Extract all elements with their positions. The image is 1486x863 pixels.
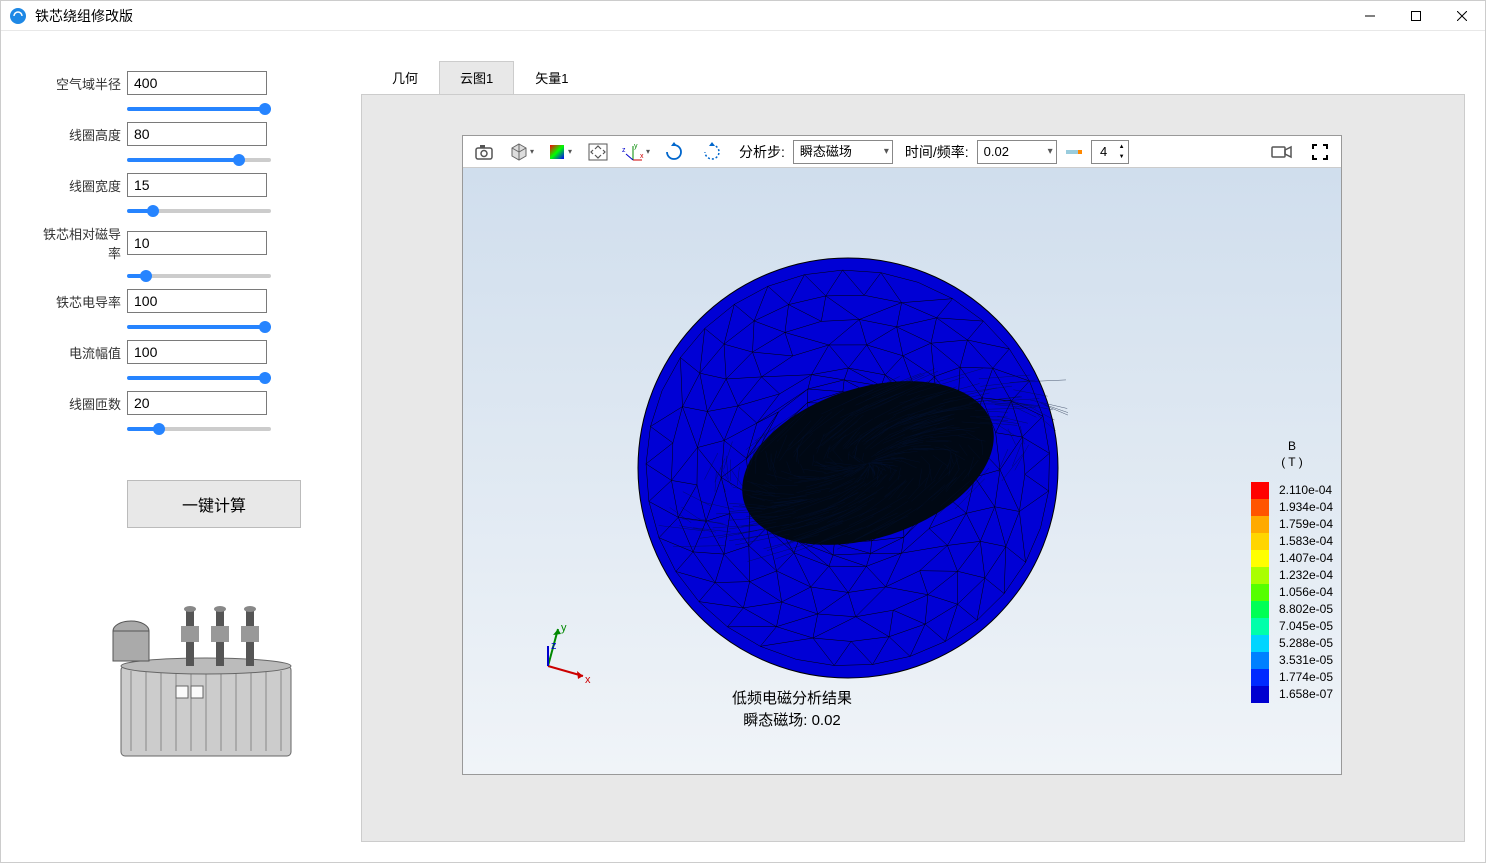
close-button[interactable]: [1439, 1, 1485, 31]
param-input[interactable]: [127, 340, 267, 364]
spinner-up[interactable]: ▲: [1116, 142, 1128, 152]
app-window: 铁芯绕组修改版 空气域半径 线圈高度 线圈宽度: [0, 0, 1486, 863]
tab-矢量1[interactable]: 矢量1: [514, 61, 589, 94]
param-input[interactable]: [127, 122, 267, 146]
param-input[interactable]: [127, 71, 267, 95]
rotate-icon[interactable]: [659, 138, 689, 166]
legend-title: B ( T ): [1251, 438, 1333, 470]
fullscreen-icon[interactable]: [1305, 138, 1335, 166]
legend-value: 1.232e-04: [1279, 567, 1333, 584]
param-slider[interactable]: [127, 201, 271, 221]
viz-frame: ▾ ▾ xyz▾ 分析步: 瞬态磁场 时间/频率: 0.02 ▲▼: [462, 135, 1342, 775]
param-row-6: 线圈匝数: [31, 391, 331, 442]
param-row-1: 线圈高度: [31, 122, 331, 173]
svg-text:z: z: [622, 147, 626, 154]
result-subtitle: 瞬态磁场: 0.02: [463, 710, 1121, 732]
param-label: 空气域半径: [31, 74, 121, 93]
legend-value: 2.110e-04: [1279, 482, 1333, 499]
param-input[interactable]: [127, 173, 267, 197]
legend-value: 3.531e-05: [1279, 652, 1333, 669]
tab-bar: 几何云图1矢量1: [361, 61, 1465, 94]
colormap-icon[interactable]: ▾: [545, 138, 575, 166]
param-row-2: 线圈宽度: [31, 173, 331, 224]
param-slider[interactable]: [127, 150, 271, 170]
viz-toolbar: ▾ ▾ xyz▾ 分析步: 瞬态磁场 时间/频率: 0.02 ▲▼: [463, 136, 1341, 168]
frame-spinner[interactable]: ▲▼: [1091, 140, 1129, 164]
titlebar: 铁芯绕组修改版: [1, 1, 1485, 31]
step-label: 分析步:: [739, 142, 785, 162]
time-select[interactable]: 0.02: [977, 140, 1057, 164]
step-select[interactable]: 瞬态磁场: [793, 140, 893, 164]
axes-orientation: x y z: [523, 621, 593, 694]
spinner-down[interactable]: ▼: [1116, 152, 1128, 162]
param-input[interactable]: [127, 289, 267, 313]
param-row-5: 电流幅值: [31, 340, 331, 391]
timeline-icon[interactable]: [1065, 147, 1083, 157]
param-row-4: 铁芯电导率: [31, 289, 331, 340]
mesh-visualization: [628, 248, 1068, 691]
transformer-image: [31, 576, 331, 779]
param-label: 线圈宽度: [31, 176, 121, 195]
app-body: 空气域半径 线圈高度 线圈宽度 铁芯相对磁导率 铁芯电导率: [1, 31, 1485, 862]
legend: B ( T ) 2.110e-041.934e-041.759e-041.583…: [1251, 438, 1333, 703]
app-logo-icon: [9, 7, 27, 25]
legend-value: 5.288e-05: [1279, 635, 1333, 652]
legend-value: 8.802e-05: [1279, 601, 1333, 618]
param-slider[interactable]: [127, 266, 271, 286]
camera-icon[interactable]: [469, 138, 499, 166]
legend-value: 1.056e-04: [1279, 584, 1333, 601]
maximize-button[interactable]: [1393, 1, 1439, 31]
param-slider[interactable]: [127, 368, 271, 388]
frame-input[interactable]: [1092, 144, 1116, 159]
svg-text:z: z: [551, 640, 557, 652]
minimize-button[interactable]: [1347, 1, 1393, 31]
param-label: 电流幅值: [31, 343, 121, 362]
param-label: 线圈高度: [31, 125, 121, 144]
param-row-3: 铁芯相对磁导率: [31, 224, 331, 289]
result-labels: 低频电磁分析结果 瞬态磁场: 0.02: [463, 688, 1121, 732]
legend-value: 1.658e-07: [1279, 686, 1333, 703]
legend-value: 1.774e-05: [1279, 669, 1333, 686]
canvas[interactable]: x y z 低频电磁分析结果 瞬态磁场: 0.02 B: [463, 168, 1341, 774]
svg-text:y: y: [634, 143, 638, 150]
legend-value: 1.407e-04: [1279, 550, 1333, 567]
legend-value: 1.934e-04: [1279, 499, 1333, 516]
viz-area: ▾ ▾ xyz▾ 分析步: 瞬态磁场 时间/频率: 0.02 ▲▼: [361, 94, 1465, 842]
legend-colorbar: [1251, 482, 1269, 703]
compute-button[interactable]: 一键计算: [127, 480, 301, 528]
legend-value: 7.045e-05: [1279, 618, 1333, 635]
rotate-reset-icon[interactable]: [697, 138, 727, 166]
cube-icon[interactable]: ▾: [507, 138, 537, 166]
param-label: 铁芯相对磁导率: [31, 224, 121, 262]
param-slider[interactable]: [127, 419, 271, 439]
param-label: 线圈匝数: [31, 394, 121, 413]
right-panel: 几何云图1矢量1 ▾ ▾ xyz▾ 分析步: 瞬态磁场 时间/频率:: [361, 31, 1485, 862]
window-title: 铁芯绕组修改版: [35, 6, 1347, 26]
camera-side-icon[interactable]: [1267, 138, 1297, 166]
param-input[interactable]: [127, 231, 267, 255]
left-panel: 空气域半径 线圈高度 线圈宽度 铁芯相对磁导率 铁芯电导率: [1, 31, 361, 862]
param-input[interactable]: [127, 391, 267, 415]
svg-text:x: x: [640, 153, 644, 160]
param-slider[interactable]: [127, 317, 271, 337]
result-title: 低频电磁分析结果: [463, 688, 1121, 710]
time-label: 时间/频率:: [905, 142, 969, 162]
param-slider[interactable]: [127, 99, 271, 119]
param-row-0: 空气域半径: [31, 71, 331, 122]
svg-text:y: y: [561, 622, 567, 634]
legend-value: 1.583e-04: [1279, 533, 1333, 550]
legend-value: 1.759e-04: [1279, 516, 1333, 533]
legend-values: 2.110e-041.934e-041.759e-041.583e-041.40…: [1269, 482, 1333, 703]
window-controls: [1347, 1, 1485, 31]
fit-icon[interactable]: [583, 138, 613, 166]
axes-icon[interactable]: xyz▾: [621, 138, 651, 166]
param-label: 铁芯电导率: [31, 292, 121, 311]
tab-云图1[interactable]: 云图1: [439, 61, 514, 94]
tab-几何[interactable]: 几何: [371, 61, 439, 94]
svg-text:x: x: [585, 674, 591, 686]
